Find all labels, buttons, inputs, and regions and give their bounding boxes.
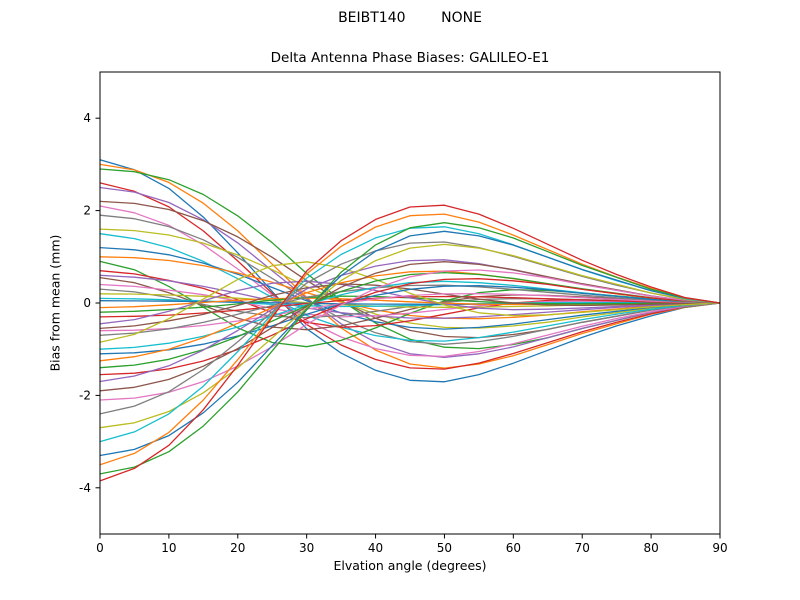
series-line <box>99 256 721 320</box>
y-axis-label: Bias from mean (mm) <box>47 234 63 372</box>
series-line <box>99 168 721 350</box>
figure-title: BEIBT140 NONE <box>338 10 482 26</box>
series-line <box>99 241 721 415</box>
y-tick-label: 2 <box>83 204 91 218</box>
series-line <box>99 284 721 336</box>
series-line <box>99 261 721 343</box>
x-tick-label: 60 <box>506 541 521 555</box>
series-line <box>99 230 721 457</box>
series-line <box>99 182 721 370</box>
series-line <box>99 269 721 401</box>
x-tick-label: 40 <box>368 541 383 555</box>
x-tick-label: 0 <box>96 541 104 555</box>
series-line <box>99 292 721 332</box>
series-line <box>99 163 721 369</box>
series-line <box>99 246 721 330</box>
series-line <box>99 228 721 329</box>
x-tick-label: 50 <box>437 541 452 555</box>
y-tick-label: 4 <box>83 111 91 125</box>
y-tick-label: -2 <box>79 388 91 402</box>
chart-subtitle: Delta Antenna Phase Biases: GALILEO-E1 <box>270 50 550 66</box>
series-line <box>99 200 721 339</box>
series-line <box>99 186 721 358</box>
series-line <box>99 204 721 482</box>
x-tick-label: 30 <box>299 541 314 555</box>
x-axis-label: Elvation angle (degrees) <box>333 558 487 573</box>
series-line <box>99 295 721 318</box>
x-tick-label: 80 <box>643 541 658 555</box>
series-line <box>99 274 721 319</box>
series-line <box>99 159 721 383</box>
series-line <box>99 222 721 475</box>
series-line <box>99 276 721 331</box>
x-tick-label: 10 <box>161 541 176 555</box>
x-tick-label: 90 <box>712 541 727 555</box>
series-line <box>99 214 721 345</box>
series-line <box>99 205 721 358</box>
x-tick-label: 70 <box>575 541 590 555</box>
series-line <box>99 280 721 325</box>
series-line <box>99 243 721 429</box>
y-tick-label: -4 <box>79 481 91 495</box>
series-line <box>99 233 721 342</box>
series-line <box>99 285 721 355</box>
y-tick-label: 0 <box>83 296 91 310</box>
x-tick-label: 20 <box>230 541 245 555</box>
series-line <box>99 278 721 376</box>
